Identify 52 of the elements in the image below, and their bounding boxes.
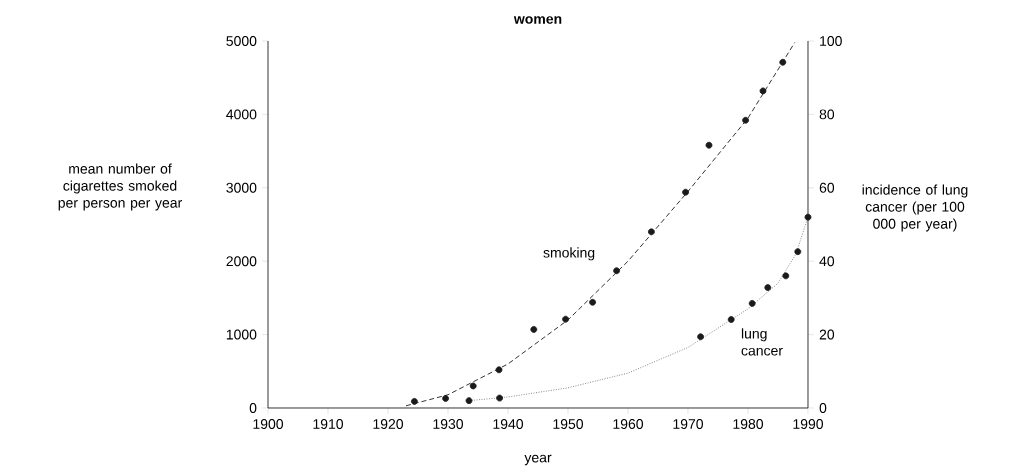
y-tick-label: 0 [249, 403, 257, 413]
y-tick-label: 4000 [226, 109, 257, 120]
point [782, 272, 790, 280]
point [804, 213, 812, 221]
point [764, 284, 772, 292]
x-tick-label: 1910 [313, 419, 344, 429]
line-series [405, 41, 796, 407]
point [759, 87, 767, 95]
point [411, 397, 418, 405]
y2-tick-label: 100 [820, 36, 842, 46]
point [495, 366, 503, 374]
point [442, 395, 449, 402]
point [742, 116, 749, 124]
point [589, 298, 596, 306]
x-tick-label: 1970 [673, 419, 704, 429]
point [613, 267, 620, 275]
y-tick-label: 2000 [226, 256, 257, 267]
x-tick-label: 1960 [613, 419, 644, 429]
point [562, 315, 569, 323]
x-tick-label: 1950 [553, 419, 584, 429]
x-tick-label: 1900 [253, 419, 284, 429]
y-axis-title: mean number of cigarettes smoked per person per year [58, 163, 182, 211]
y2-tick-label: 60 [819, 182, 835, 193]
point [794, 248, 802, 256]
y2-tick-label: 80 [819, 109, 835, 120]
point [697, 333, 704, 341]
point [748, 299, 756, 307]
point [648, 228, 655, 236]
point [530, 326, 538, 333]
annotation: lung cancer [741, 328, 783, 356]
annotation: smoking [543, 247, 595, 261]
x-tick-label: 1980 [733, 419, 764, 429]
x-tick-label: 1920 [373, 419, 404, 429]
point [779, 58, 787, 66]
point [496, 394, 503, 402]
point [682, 188, 689, 196]
y2-axis-title: incidence of lung cancer (per 100 000 per year) [862, 184, 968, 232]
point [465, 397, 473, 405]
x-tick-label: 1990 [793, 419, 824, 429]
point [469, 382, 477, 390]
y2-tick-label: 0 [819, 403, 827, 413]
x-axis-title: year [524, 454, 552, 466]
point [727, 316, 735, 323]
x-tick-label: 1940 [493, 419, 524, 429]
y-tick-label: 1000 [226, 329, 257, 340]
y2-tick-label: 20 [819, 329, 835, 340]
chart-title: women [513, 16, 562, 24]
y-tick-label: 5000 [226, 36, 257, 46]
y-tick-label: 3000 [226, 182, 257, 193]
x-tick-label: 1930 [433, 419, 464, 429]
y2-tick-label: 40 [819, 256, 835, 267]
point [705, 141, 713, 149]
